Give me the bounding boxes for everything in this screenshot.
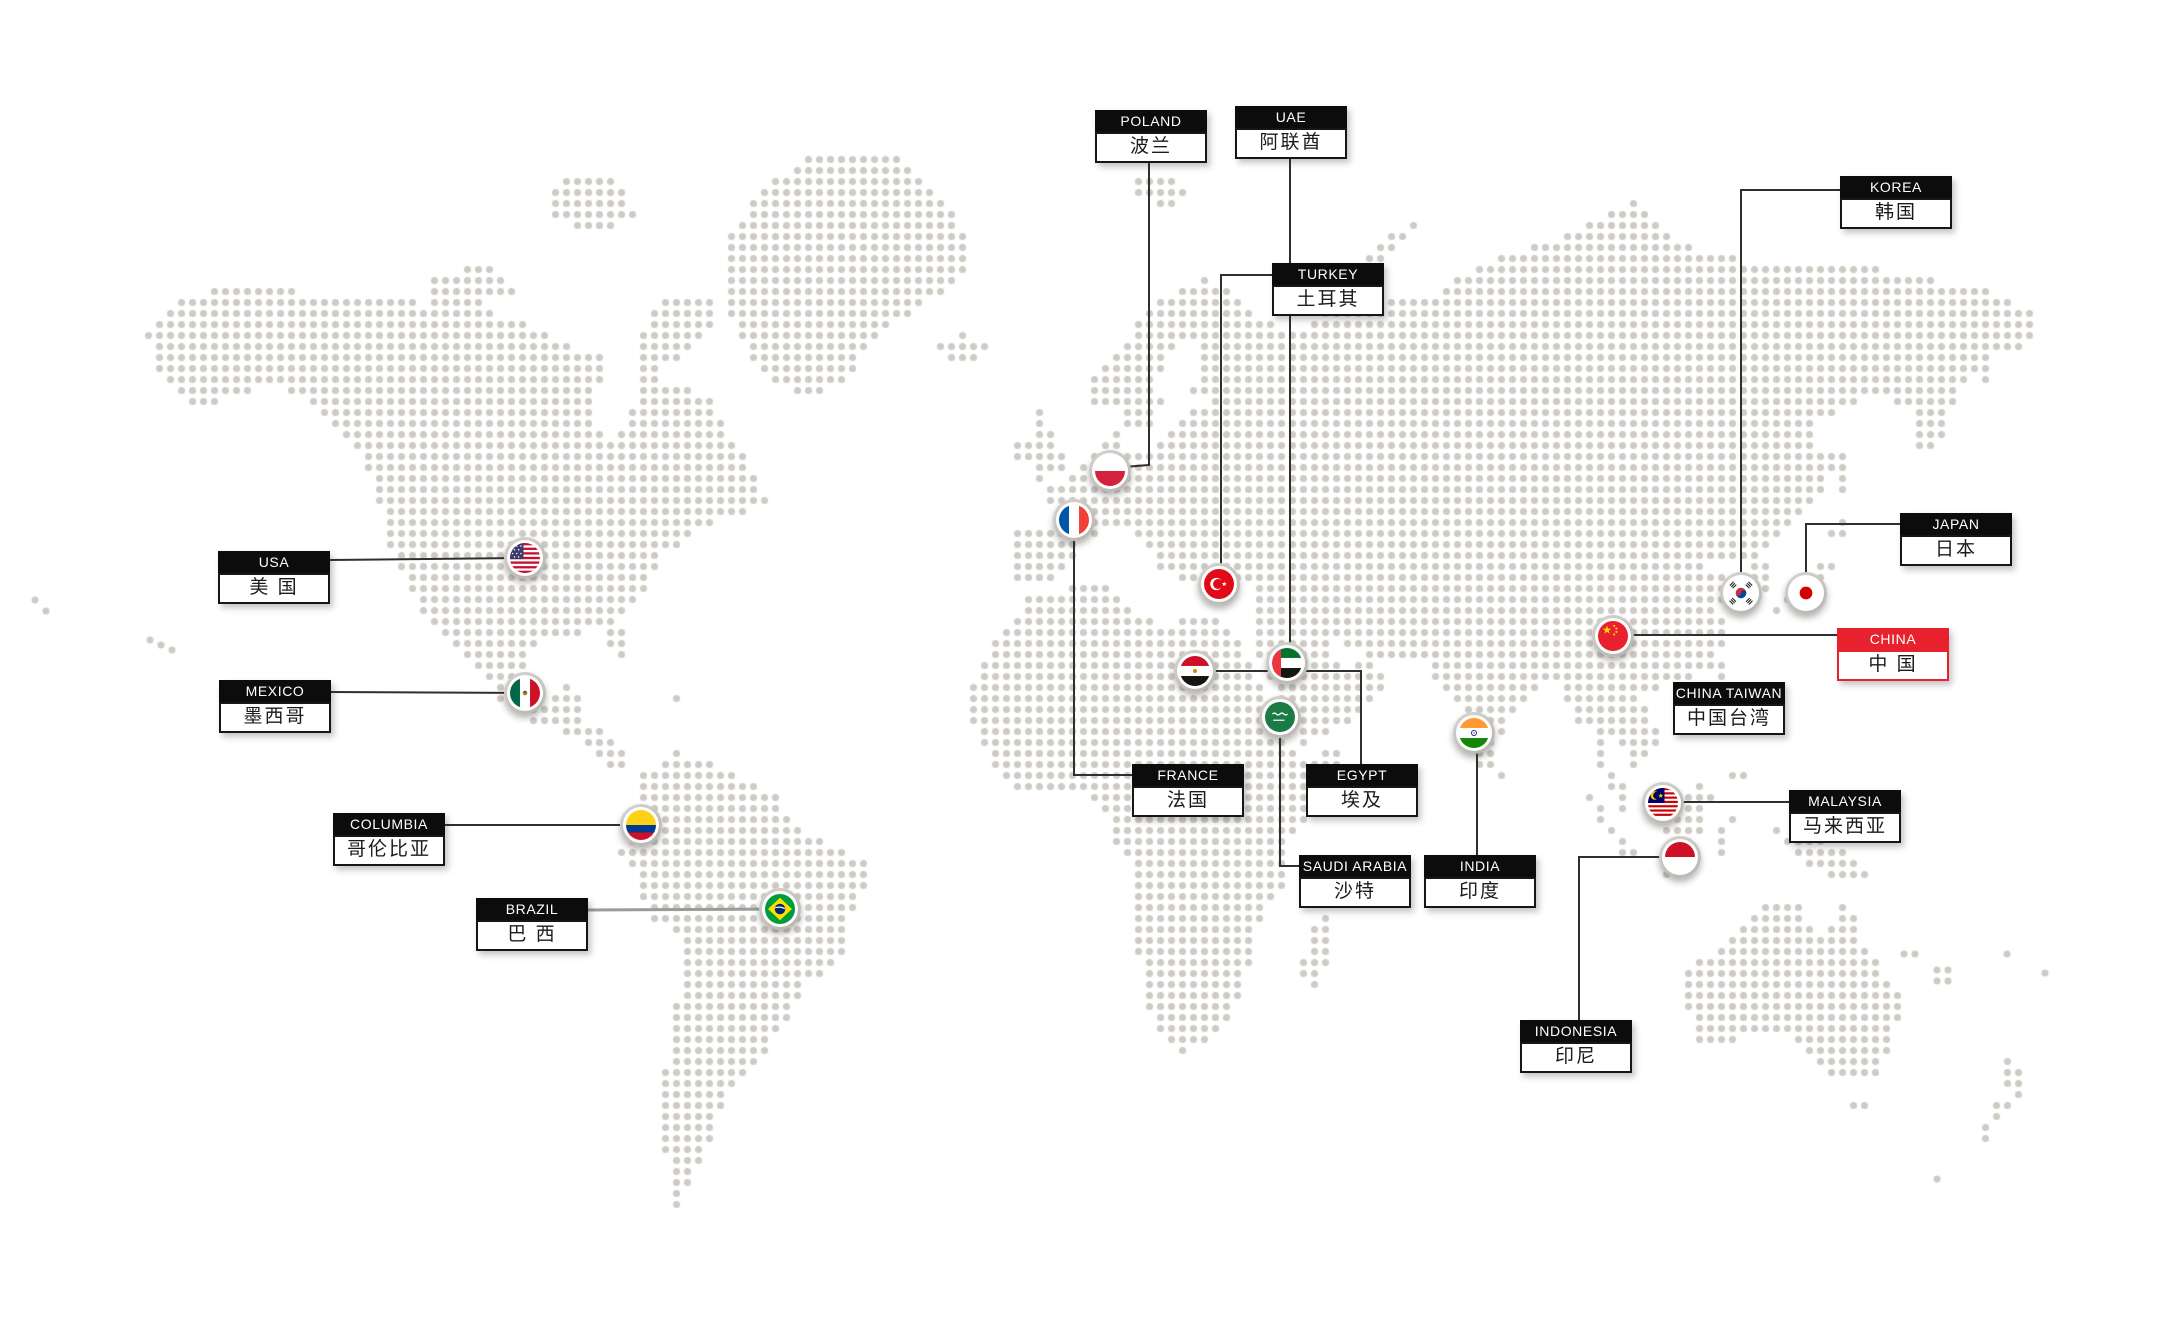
country-name-en: FRANCE xyxy=(1132,764,1244,786)
country-name-en: INDIA xyxy=(1424,855,1536,877)
flag-colombia xyxy=(626,810,656,840)
flag-uae xyxy=(1272,648,1302,678)
country-label-saudi: SAUDI ARABIA 沙特 xyxy=(1299,855,1411,908)
country-name-zh: 韩国 xyxy=(1840,198,1952,229)
connector-line-france xyxy=(1073,520,1132,776)
country-name-zh: 中 国 xyxy=(1837,650,1949,681)
country-name-en: UAE xyxy=(1235,106,1347,128)
country-name-zh: 马来西亚 xyxy=(1789,812,1901,843)
country-label-mexico: MEXICO 墨西哥 xyxy=(219,680,331,733)
country-name-zh: 土耳其 xyxy=(1272,285,1384,316)
country-name-zh: 沙特 xyxy=(1299,877,1411,908)
country-label-china: CHINA 中 国 xyxy=(1837,628,1949,681)
flag-india xyxy=(1459,718,1489,748)
country-name-zh: 印度 xyxy=(1424,877,1536,908)
country-label-korea: KOREA 韩国 xyxy=(1840,176,1952,229)
country-label-china-taiwan: CHINA TAIWAN 中国台湾 xyxy=(1673,682,1785,735)
map-pin-poland xyxy=(1089,450,1131,492)
flag-japan xyxy=(1791,578,1821,608)
country-name-en: JAPAN xyxy=(1900,513,2012,535)
country-label-india: INDIA 印度 xyxy=(1424,855,1536,908)
map-pin-korea xyxy=(1720,572,1762,614)
connector-line-mexico xyxy=(328,691,526,694)
country-label-poland: POLAND 波兰 xyxy=(1095,110,1207,163)
country-name-zh: 法国 xyxy=(1132,786,1244,817)
map-pin-mexico xyxy=(504,672,546,714)
map-pin-saudi xyxy=(1259,696,1301,738)
flag-turkey xyxy=(1204,569,1234,599)
country-label-turkey: TURKEY 土耳其 xyxy=(1272,263,1384,316)
connector-line-brazil xyxy=(585,907,781,912)
country-name-en: USA xyxy=(218,551,330,573)
map-pin-china xyxy=(1592,615,1634,657)
map-pin-france xyxy=(1053,499,1095,541)
flag-saudi-arabia xyxy=(1265,702,1295,732)
country-label-egypt: EGYPT 埃及 xyxy=(1306,764,1418,817)
country-name-en: TURKEY xyxy=(1272,263,1384,285)
map-pin-india xyxy=(1453,712,1495,754)
country-label-brazil: BRAZIL 巴 西 xyxy=(476,898,588,951)
connector-line-japan xyxy=(1805,523,1900,593)
country-label-malaysia: MALAYSIA 马来西亚 xyxy=(1789,790,1901,843)
country-name-zh: 哥伦比亚 xyxy=(333,835,445,866)
country-name-zh: 印尼 xyxy=(1520,1042,1632,1073)
map-pin-malaysia xyxy=(1642,782,1684,824)
connector-line-korea xyxy=(1740,189,1840,593)
country-label-usa: USA 美 国 xyxy=(218,551,330,604)
connector-line-usa xyxy=(328,557,526,561)
country-label-france: FRANCE 法国 xyxy=(1132,764,1244,817)
flag-brazil xyxy=(765,894,795,924)
flag-france xyxy=(1059,505,1089,535)
country-name-zh: 日本 xyxy=(1900,535,2012,566)
map-pin-turkey xyxy=(1198,563,1240,605)
country-label-columbia: COLUMBIA 哥伦比亚 xyxy=(333,813,445,866)
connector-line-indonesia xyxy=(1578,856,1680,1020)
flag-poland xyxy=(1095,456,1125,486)
country-name-en: CHINA TAIWAN xyxy=(1673,682,1785,704)
map-pin-usa xyxy=(504,537,546,579)
map-pin-columbia xyxy=(620,804,662,846)
country-label-uae: UAE 阿联酋 xyxy=(1235,106,1347,159)
flag-usa xyxy=(510,543,540,573)
country-name-en: POLAND xyxy=(1095,110,1207,132)
flag-mexico xyxy=(510,678,540,708)
flag-china xyxy=(1598,621,1628,651)
flag-south-korea xyxy=(1726,578,1756,608)
map-pin-brazil xyxy=(759,888,801,930)
country-name-en: EGYPT xyxy=(1306,764,1418,786)
connector-line-poland xyxy=(1111,160,1150,469)
map-pin-uae xyxy=(1266,642,1308,684)
country-name-en: INDONESIA xyxy=(1520,1020,1632,1042)
country-name-zh: 波兰 xyxy=(1095,132,1207,163)
map-pin-japan xyxy=(1785,572,1827,614)
connector-line-egypt xyxy=(1195,670,1362,764)
flag-malaysia xyxy=(1648,788,1678,818)
country-name-en: BRAZIL xyxy=(476,898,588,920)
country-name-zh: 中国台湾 xyxy=(1673,704,1785,735)
connector-line-turkey xyxy=(1220,274,1272,584)
country-name-en: COLUMBIA xyxy=(333,813,445,835)
country-name-zh: 美 国 xyxy=(218,573,330,604)
flag-egypt xyxy=(1180,656,1210,686)
map-pin-egypt xyxy=(1174,650,1216,692)
country-name-zh: 墨西哥 xyxy=(219,702,331,733)
connector-line-saudi xyxy=(1279,717,1299,867)
country-name-zh: 阿联酋 xyxy=(1235,128,1347,159)
country-name-en: SAUDI ARABIA xyxy=(1299,855,1411,877)
country-name-zh: 埃及 xyxy=(1306,786,1418,817)
flag-indonesia xyxy=(1665,842,1695,872)
country-name-zh: 巴 西 xyxy=(476,920,588,951)
country-name-en: CHINA xyxy=(1837,628,1949,650)
country-label-indonesia: INDONESIA 印尼 xyxy=(1520,1020,1632,1073)
country-label-japan: JAPAN 日本 xyxy=(1900,513,2012,566)
country-name-en: MALAYSIA xyxy=(1789,790,1901,812)
country-name-en: KOREA xyxy=(1840,176,1952,198)
country-name-en: MEXICO xyxy=(219,680,331,702)
map-pin-indonesia xyxy=(1659,836,1701,878)
